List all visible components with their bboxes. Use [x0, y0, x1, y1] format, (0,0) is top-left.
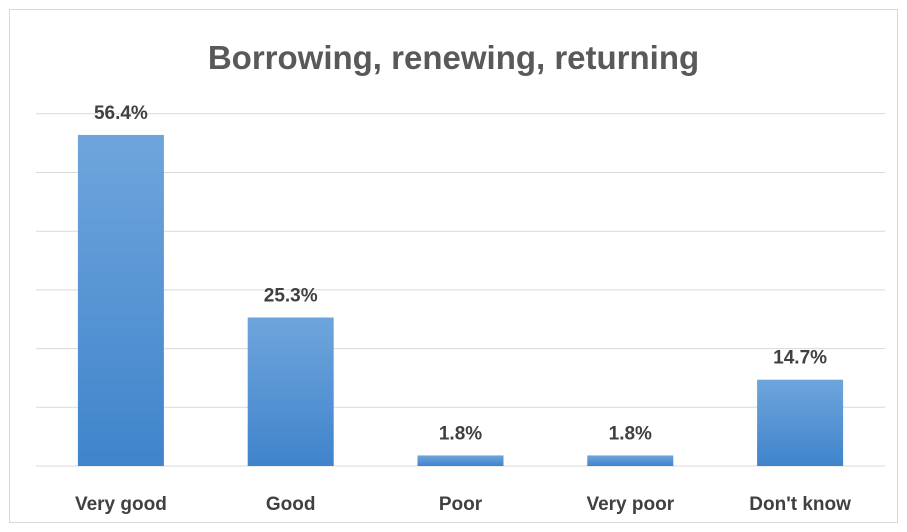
bar-poor [417, 455, 504, 466]
bar-good [247, 317, 334, 466]
data-label: 25.3% [264, 285, 318, 306]
bar-very-good [77, 134, 164, 466]
bar-very-poor [587, 455, 674, 466]
bar-don-t-know [757, 379, 844, 466]
category-label: Very poor [586, 494, 674, 515]
category-labels: Very good Good Poor Very poor Don't know [75, 494, 851, 515]
category-label: Very good [75, 494, 167, 515]
gridlines [36, 113, 885, 467]
bars [77, 134, 844, 466]
category-label: Poor [439, 494, 483, 515]
data-label: 56.4% [94, 103, 148, 124]
data-label: 14.7% [773, 348, 827, 369]
data-label: 1.8% [439, 423, 482, 444]
category-label: Good [266, 494, 316, 515]
data-labels: 56.4% 25.3% 1.8% 1.8% 14.7% [94, 103, 827, 445]
category-label: Don't know [749, 494, 851, 515]
chart-title: Borrowing, renewing, returning [207, 39, 700, 76]
data-label: 1.8% [609, 423, 652, 444]
